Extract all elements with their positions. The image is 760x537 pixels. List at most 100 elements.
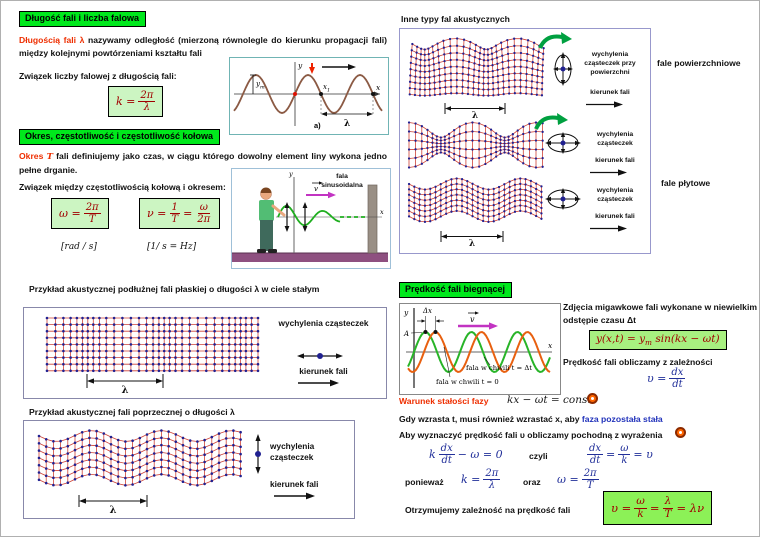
wave-direction-arrow xyxy=(586,101,623,108)
lambda-dimension xyxy=(444,103,506,114)
axis-x-label: x xyxy=(380,208,384,216)
direction-label: kierunek fali xyxy=(299,366,348,376)
displacement-text: wychylenia cząsteczek xyxy=(270,441,315,462)
eq-r-post: = υ xyxy=(633,448,653,461)
amplitude-point-label: A xyxy=(403,330,409,338)
eq-v-den: dt xyxy=(672,379,683,390)
rotation-arrow-icon xyxy=(534,113,568,130)
oraz-label: oraz xyxy=(523,477,541,487)
equation-derivative: k dx dt − ω = 0 xyxy=(429,443,503,466)
axis-x-label: x xyxy=(548,341,553,350)
direction-label: kierunek fali xyxy=(270,479,319,489)
wave-direction-arrow xyxy=(298,379,339,387)
lambda-value: λ xyxy=(109,505,117,516)
eq-d-den: dt xyxy=(441,455,452,466)
x1-label-sub: 1 xyxy=(327,88,330,94)
lambda-dimension xyxy=(440,231,504,242)
eq-v-lhs: υ = xyxy=(647,372,667,385)
eq-r-num2: ω xyxy=(618,443,631,455)
surface-waves-side-label: fale powierzchniowe xyxy=(657,58,741,68)
eq-nu-num2: ω xyxy=(197,202,210,214)
eq-wave-pre: y(x,t) = y xyxy=(596,333,646,345)
axis-x-label: x xyxy=(376,83,381,92)
plate1-displacement-label: wychylenia cząsteczek xyxy=(596,131,634,147)
figure-transverse-lattice: wychylenia cząsteczek kierunek fali λ xyxy=(23,420,355,519)
wave-at-dt-label: fala w chwili t = Δt xyxy=(466,364,532,372)
plate-wave-symmetric-lattice xyxy=(407,121,544,169)
eq-f-den2: T xyxy=(664,507,672,520)
equation-phase: kx − ωt = const. xyxy=(507,394,595,406)
travelling-wave-graphic: y x Δx A v fala w chwili t = Δt fala w c… xyxy=(403,307,553,388)
phase-growth-black: Gdy wzrasta t, musi również wzrastać x, … xyxy=(399,414,582,424)
derivative-marker-icon xyxy=(675,427,686,438)
figure-other-wave-types: wychylenia cząsteczek przy powierzchni k… xyxy=(399,28,651,254)
figure-person-wave: v y x fala sinusoidalna xyxy=(231,168,391,269)
amplitude-label: y xyxy=(255,80,261,88)
x1-label: x xyxy=(323,83,327,91)
equation-k-again: k = 2π λ xyxy=(461,468,501,491)
wavelength-definition: Długością fali λ nazywamy odległość (mie… xyxy=(19,34,387,60)
equation-wavenumber: k = 2π λ xyxy=(108,86,164,117)
plate1-direction-label: kierunek fali xyxy=(595,157,635,164)
czyli-label: czyli xyxy=(529,451,548,461)
sine-wave-name-line2: sinusoidalna xyxy=(321,181,363,189)
eq-nu-num1: 1 xyxy=(169,202,180,214)
elliptical-motion-icon xyxy=(553,52,573,86)
eq-wave-sub: m xyxy=(645,338,652,348)
sine-wave-name: fala sinusoidalna xyxy=(310,173,374,191)
eq-nu-equals: = xyxy=(183,207,193,220)
eq-r-den2: k xyxy=(621,455,628,466)
wavelength-term: Długością fali λ xyxy=(19,35,85,45)
eq-f-num2: λ xyxy=(662,495,674,509)
wavelength-definition-rest: nazywamy odległość (mierzoną równolegle … xyxy=(19,35,387,58)
eq-o2-num: 2π xyxy=(581,468,599,480)
equation-omega: ω = 2π T xyxy=(51,198,109,229)
velocity-label: v xyxy=(470,315,475,324)
figure-longitudinal-lattice: wychylenia cząsteczek kierunek fali λ xyxy=(23,307,387,399)
eq-f-equals: = xyxy=(649,501,660,516)
final-relation-label: Otrzymujemy zależność na prędkość fali xyxy=(405,505,571,515)
wave-at-0-label: fala w chwili t = 0 xyxy=(436,378,499,386)
lambda-value: λ xyxy=(121,385,129,396)
eq-f-post: = λν xyxy=(676,501,705,516)
eq-k-den: λ xyxy=(143,102,151,113)
eq-o2-lhs: ω = xyxy=(557,473,579,486)
eq-d-num: dx xyxy=(438,443,455,455)
plate2-displacement-label: wychylenia cząsteczek xyxy=(596,187,634,203)
eq-r-equals: = xyxy=(606,448,616,461)
eq-r-num1: dx xyxy=(587,443,604,455)
eq-f-lhs: υ = xyxy=(611,501,632,516)
plate-waves-side-label: fale płytowe xyxy=(661,178,711,188)
derivative-text: Aby wyznaczyć prędkość fali υ obliczamy … xyxy=(399,430,663,440)
lambda-value: λ xyxy=(468,239,476,249)
section-title-speed: Prędkość fali biegnącej xyxy=(399,282,513,298)
eq-r-den1: dt xyxy=(589,455,601,466)
section-title-wavelength: Długość fali i liczba falowa xyxy=(19,11,147,27)
longitudinal-lattice-graphic xyxy=(45,316,260,373)
eq-v-num: dx xyxy=(669,367,686,379)
plate2-direction-label: kierunek fali xyxy=(595,213,635,220)
velocity-label: v xyxy=(314,185,318,193)
figure-sine-wave: y x y m x 1 λ a) xyxy=(229,57,389,135)
section-title-period: Okres, częstotliwość i częstotliwość koł… xyxy=(19,129,221,145)
unit-hz: [1/ s = Hz] xyxy=(147,242,197,252)
unit-rad-s: [rad / s] xyxy=(61,242,97,252)
elliptical-motion-icon xyxy=(545,188,581,210)
other-wave-types-title: Inne typy fal akustycznych xyxy=(401,14,510,24)
eq-f-num1: ω xyxy=(634,495,647,509)
period-symbol: T xyxy=(46,152,53,162)
eq-nu-lhs: ν = xyxy=(147,207,167,220)
equation-v-dxdt: υ = dx dt xyxy=(647,367,686,390)
figure-tag: a) xyxy=(314,121,321,130)
wave-direction-arrow xyxy=(590,169,627,176)
plate-wave-flexural-lattice xyxy=(407,177,543,224)
caption-transverse: Przykład akustycznej fali poprzecznej o … xyxy=(29,407,235,417)
surface-direction-label: kierunek fali xyxy=(590,89,630,96)
eq-omega-den: T xyxy=(88,214,96,225)
phase-condition-label: Warunek stałości fazy xyxy=(399,396,489,406)
eq-omega-lhs: ω = xyxy=(59,207,81,220)
